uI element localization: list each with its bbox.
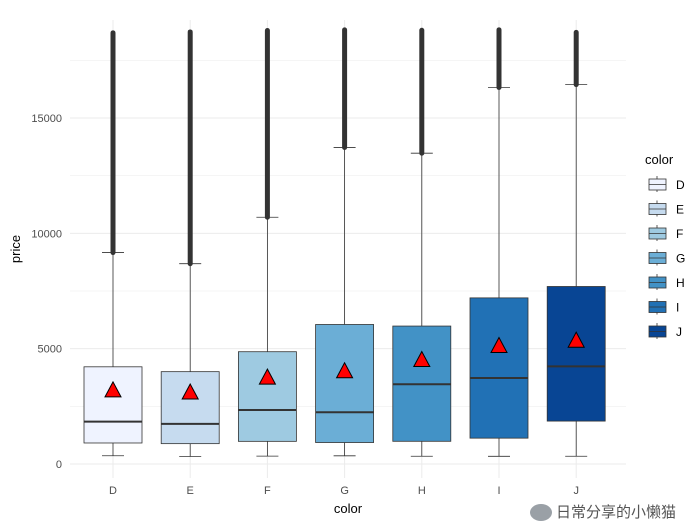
x-tick-label: E (187, 485, 194, 497)
x-tick-label: D (109, 485, 117, 497)
legend-item-D: D (648, 176, 685, 192)
y-tick-label: 15000 (31, 113, 62, 125)
box-iqr (83, 366, 143, 444)
wechat-icon (530, 504, 552, 521)
x-axis-label: color (334, 501, 363, 516)
y-axis-label: price (8, 235, 23, 263)
box-iqr (315, 324, 375, 443)
x-tick-label: I (497, 485, 500, 497)
legend-label: D (676, 178, 685, 192)
box-iqr (546, 286, 606, 422)
legend-item-H: H (648, 274, 685, 290)
box-E (160, 29, 220, 457)
box-iqr (237, 351, 297, 442)
legend-title: color (645, 152, 674, 167)
mean-marker (412, 350, 431, 368)
legend-label: G (676, 252, 685, 266)
mean-marker (335, 361, 354, 379)
watermark: 日常分享的小懒猫 (530, 503, 676, 522)
legend-item-I: I (648, 298, 679, 315)
box-I (469, 27, 529, 457)
box-F (237, 28, 297, 457)
legend-item-E: E (648, 200, 684, 217)
legend-label: H (676, 276, 685, 290)
legend-item-G: G (648, 249, 685, 266)
x-tick-label: H (418, 485, 426, 497)
legend-label: E (676, 203, 684, 217)
legend-item-J: J (648, 323, 682, 339)
mean-marker (490, 336, 508, 354)
legend-item-F: F (648, 225, 683, 241)
watermark-text: 日常分享的小懒猫 (556, 503, 677, 521)
mean-marker (258, 368, 277, 385)
y-tick-label: 10000 (31, 228, 62, 240)
legend-label: I (676, 301, 679, 315)
box-iqr (160, 371, 220, 445)
x-tick-label: F (264, 485, 271, 497)
box-J (546, 29, 606, 457)
mean-marker (104, 380, 122, 398)
legend-label: F (676, 227, 683, 241)
mean-marker (567, 331, 586, 348)
y-tick-label: 0 (56, 459, 62, 471)
box-D (83, 30, 143, 457)
x-tick-label: G (340, 485, 349, 497)
mean-marker (181, 382, 200, 400)
legend-label: J (676, 325, 682, 339)
y-tick-label: 5000 (38, 344, 62, 356)
box-H (392, 27, 452, 457)
box-G (315, 27, 375, 457)
x-tick-label: J (573, 485, 579, 497)
box-iqr (469, 297, 529, 439)
